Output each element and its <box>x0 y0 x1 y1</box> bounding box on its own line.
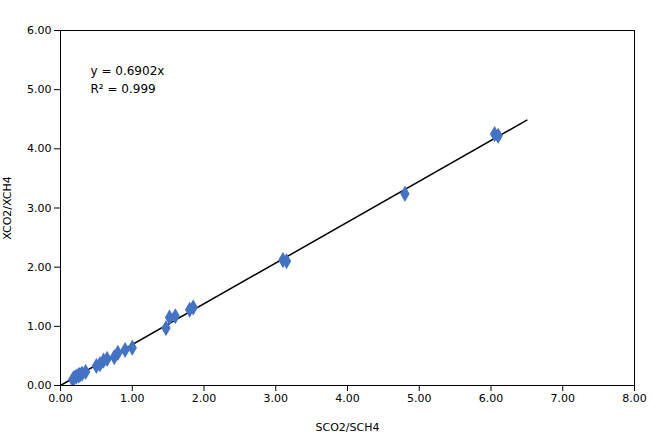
svg-text:3.00: 3.00 <box>264 392 289 405</box>
svg-text:4.00: 4.00 <box>27 142 52 155</box>
svg-text:2.00: 2.00 <box>192 392 217 405</box>
svg-text:XCO2/XCH4: XCO2/XCH4 <box>1 176 14 239</box>
svg-text:6.00: 6.00 <box>27 24 52 37</box>
svg-text:1.00: 1.00 <box>27 320 52 333</box>
svg-text:5.00: 5.00 <box>27 83 52 96</box>
svg-text:y = 0.6902x: y = 0.6902x <box>91 64 165 78</box>
svg-text:0.00: 0.00 <box>48 392 73 405</box>
svg-text:3.00: 3.00 <box>27 202 52 215</box>
svg-text:2.00: 2.00 <box>27 261 52 274</box>
svg-text:5.00: 5.00 <box>407 392 432 405</box>
svg-text:1.00: 1.00 <box>120 392 145 405</box>
svg-text:R² = 0.999: R² = 0.999 <box>91 82 156 96</box>
svg-text:4.00: 4.00 <box>335 392 360 405</box>
svg-text:8.00: 8.00 <box>622 392 647 405</box>
svg-text:0.00: 0.00 <box>27 379 52 392</box>
svg-text:6.00: 6.00 <box>479 392 504 405</box>
svg-text:7.00: 7.00 <box>551 392 576 405</box>
svg-text:SCO2/SCH4: SCO2/SCH4 <box>316 421 380 433</box>
